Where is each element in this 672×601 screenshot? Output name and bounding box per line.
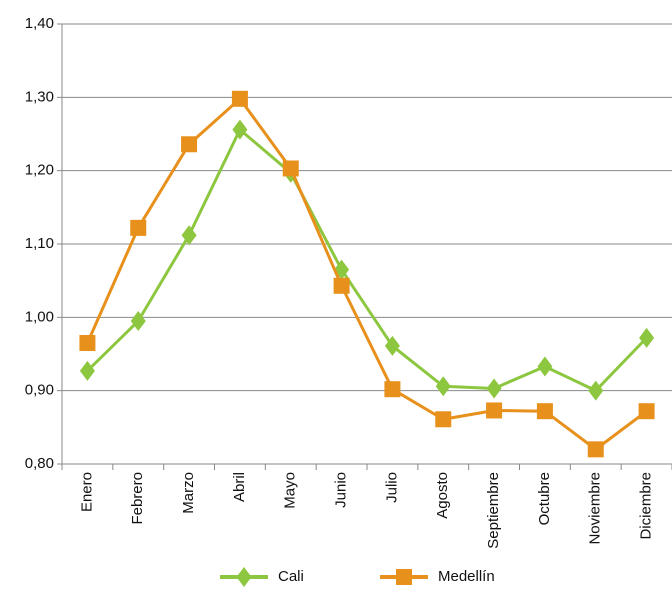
point-marker xyxy=(79,360,95,381)
point-marker xyxy=(79,335,96,351)
y-tick-label: 1,40 xyxy=(25,15,54,32)
x-tick-label: Mayo xyxy=(282,472,299,509)
point-marker xyxy=(231,90,248,107)
series-line xyxy=(86,127,648,393)
point-marker xyxy=(232,119,248,140)
point-marker xyxy=(130,219,147,236)
x-tick-label: Enero xyxy=(78,472,95,512)
point-marker xyxy=(486,402,503,419)
x-tick-label: Octubre xyxy=(536,472,553,525)
y-tick-label: 0,90 xyxy=(25,382,54,399)
x-tick-label: Junio xyxy=(333,472,350,508)
y-tick-label: 1,20 xyxy=(25,162,54,179)
x-tick-label: Diciembre xyxy=(638,472,655,540)
legend-label: Cali xyxy=(278,568,304,585)
y-tick-label: 1,10 xyxy=(25,235,54,252)
point-marker xyxy=(588,380,604,401)
point-marker xyxy=(384,335,400,356)
x-tick-label: Agosto xyxy=(434,472,451,519)
series-line xyxy=(86,96,648,452)
legend-label: Medellín xyxy=(438,568,495,585)
y-tick-label: 0,80 xyxy=(25,455,54,472)
legend-marker xyxy=(396,569,412,585)
x-tick-label: Noviembre xyxy=(587,472,604,545)
x-tick-label: Marzo xyxy=(180,472,197,514)
point-marker xyxy=(435,411,452,428)
y-tick-label: 1,30 xyxy=(25,88,54,105)
point-marker xyxy=(537,356,553,377)
point-marker xyxy=(181,136,198,153)
point-marker xyxy=(282,160,299,177)
point-marker xyxy=(639,327,655,348)
point-marker xyxy=(587,441,604,458)
x-tick-label: Julio xyxy=(383,472,400,503)
point-marker xyxy=(536,403,553,420)
point-marker xyxy=(333,277,350,294)
point-marker xyxy=(130,311,146,331)
point-marker xyxy=(181,225,197,246)
y-tick-label: 1,00 xyxy=(25,308,54,325)
x-tick-label: Febrero xyxy=(129,472,146,525)
legend-marker xyxy=(236,567,252,587)
x-tick-label: Septiembre xyxy=(485,472,502,549)
point-marker xyxy=(435,376,451,397)
x-tick-label: Abril xyxy=(231,472,248,502)
point-marker xyxy=(486,378,502,399)
point-marker xyxy=(638,403,655,420)
point-marker xyxy=(384,381,401,398)
